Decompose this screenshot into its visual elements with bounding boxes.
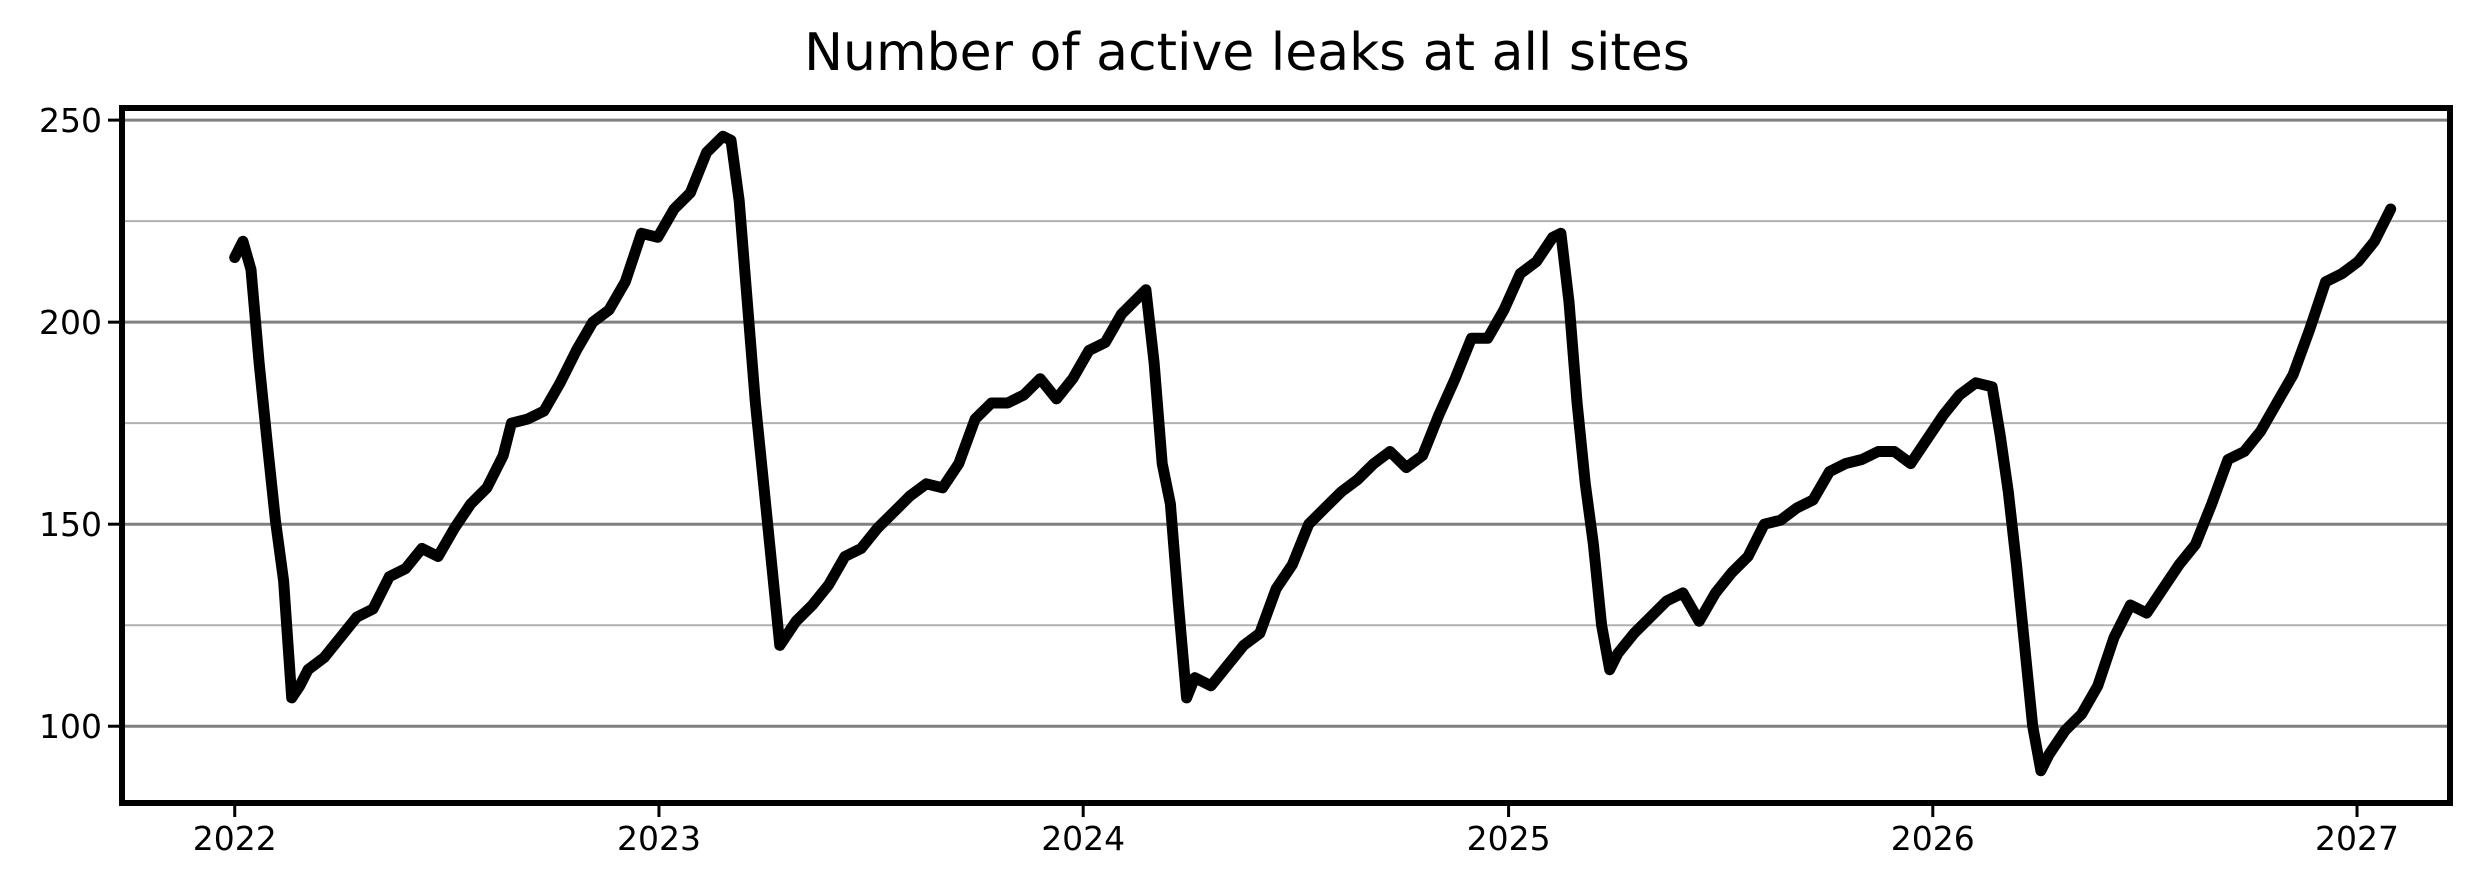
series-layer <box>229 130 2397 777</box>
x-tick-label-2024: 2024 <box>1041 819 1125 858</box>
x-tick-label-2022: 2022 <box>193 819 277 858</box>
y-tick-label-150: 150 <box>39 505 102 544</box>
plot-frame <box>119 105 2453 806</box>
chart-title: Number of active leaks at all sites <box>804 23 1690 83</box>
x-tick-label-2025: 2025 <box>1467 819 1551 858</box>
y-tick-label-200: 200 <box>39 303 102 342</box>
y-tick-label-100: 100 <box>39 707 102 746</box>
axis-ticks: 2022 2023 2024 2025 2026 2027 100 150 200 250 <box>39 101 2399 858</box>
x-tick-label-2027: 2027 <box>2315 819 2399 858</box>
series-line-0 <box>229 130 2397 777</box>
y-tick-label-250: 250 <box>39 101 102 140</box>
x-tick-label-2023: 2023 <box>617 819 701 858</box>
grid-lines <box>122 118 2450 728</box>
x-tick-label-2026: 2026 <box>1891 819 1975 858</box>
